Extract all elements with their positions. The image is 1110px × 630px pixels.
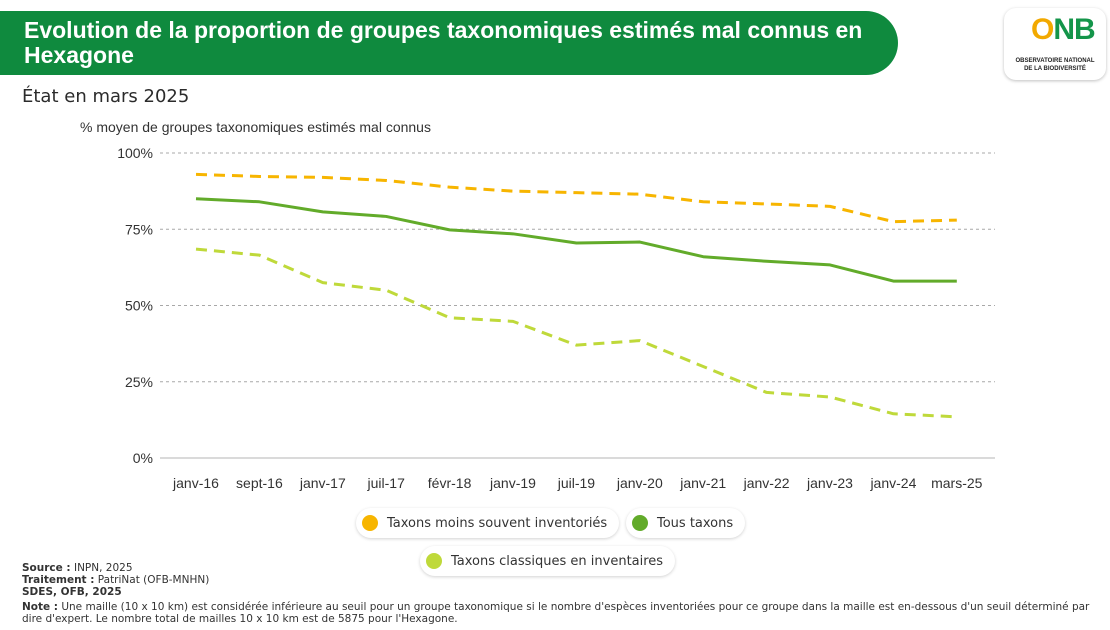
- logo-mark: ONB: [1031, 13, 1096, 47]
- logo-line-1: OBSERVATOIRE NATIONAL: [1015, 58, 1095, 64]
- x-tick-label: janv-22: [743, 475, 790, 491]
- x-tick-label: janv-19: [489, 475, 536, 491]
- treatment-line: Traitement : PatriNat (OFB-MNHN): [22, 574, 209, 586]
- x-tick-labels: janv-16 sept-16 janv-17 juil-17 févr-18 janv-…: [172, 475, 983, 491]
- legend-swatch-icon: [426, 553, 442, 569]
- series-line-1: [195, 197, 957, 283]
- series-lines: [195, 172, 957, 419]
- legend-item-taxons-classiques[interactable]: Taxons classiques en inventaires: [420, 546, 676, 576]
- x-tick-label: juil-17: [367, 475, 406, 491]
- y-tick-label: 75%: [125, 221, 153, 237]
- logo-letters-nb: NB: [1053, 13, 1095, 46]
- x-tick-label: mars-25: [931, 475, 983, 491]
- x-tick-label: sept-16: [236, 475, 283, 491]
- legend-item-tous-taxons[interactable]: Tous taxons: [626, 508, 746, 538]
- y-tick-label: 50%: [125, 298, 153, 314]
- grid-lines: [160, 152, 995, 459]
- series-line-2: [195, 247, 957, 419]
- y-tick-label: 100%: [117, 145, 153, 161]
- legend-label: Tous taxons: [657, 515, 734, 531]
- y-tick-labels: 0% 25% 50% 75% 100%: [117, 145, 153, 466]
- y-tick-label: 0%: [133, 450, 153, 466]
- note-text: Note : Une maille (10 x 10 km) est consi…: [22, 601, 1102, 625]
- legend-label: Taxons classiques en inventaires: [451, 553, 664, 569]
- legend-swatch-icon: [362, 515, 378, 531]
- chart-subtitle: État en mars 2025: [22, 86, 190, 107]
- x-tick-label: janv-23: [806, 475, 853, 491]
- x-tick-label: janv-24: [869, 475, 916, 491]
- y-tick-label: 25%: [125, 374, 153, 390]
- chart-title: Evolution de la proportion de groupes ta…: [24, 17, 863, 68]
- y-axis-label: % moyen de groupes taxonomiques estimés …: [80, 119, 431, 135]
- title-banner: Evolution de la proportion de groupes ta…: [0, 11, 898, 75]
- credit-text: SDES, OFB, 2025: [22, 586, 122, 598]
- source-value: INPN, 2025: [70, 562, 133, 574]
- x-tick-label: janv-20: [616, 475, 663, 491]
- treatment-label: Traitement :: [22, 574, 95, 586]
- legend-item-taxons-moins-souvent[interactable]: Taxons moins souvent inventoriés: [356, 508, 620, 538]
- credit-line: SDES, OFB, 2025: [22, 586, 122, 598]
- x-tick-label: janv-16: [172, 475, 219, 491]
- note-label: Note :: [22, 601, 58, 613]
- x-tick-label: févr-18: [428, 475, 472, 491]
- legend-swatch-icon: [632, 515, 648, 531]
- x-tick-label: janv-17: [299, 475, 346, 491]
- line-chart: % moyen de groupes taxonomiques estimés …: [80, 119, 995, 491]
- source-line: Source : INPN, 2025: [22, 562, 133, 574]
- logo-line-2: DE LA BIODIVERSITÉ: [1024, 66, 1086, 72]
- note-value: Une maille (10 x 10 km) est considérée i…: [22, 601, 1090, 625]
- source-label: Source :: [22, 562, 71, 574]
- onb-logo: ONB OBSERVATOIRE NATIONAL DE LA BIODIVER…: [1004, 8, 1106, 80]
- x-tick-label: janv-21: [679, 475, 726, 491]
- treatment-value: PatriNat (OFB-MNHN): [94, 574, 210, 586]
- series-line-0: [195, 172, 957, 224]
- logo-letter-o: O: [1031, 13, 1054, 46]
- x-tick-label: juil-19: [557, 475, 596, 491]
- legend-label: Taxons moins souvent inventoriés: [387, 515, 608, 531]
